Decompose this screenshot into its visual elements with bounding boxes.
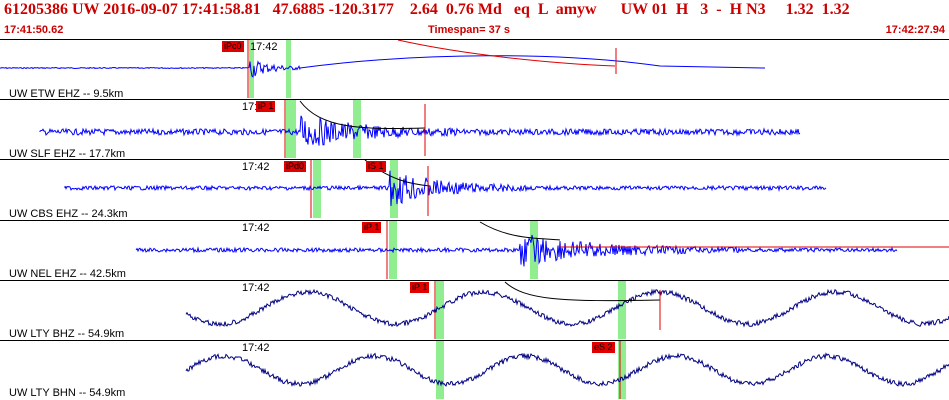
pick-window — [618, 341, 626, 399]
station-label: UW CBS EHZ -- 24.3km — [9, 208, 128, 220]
time-tick: 17:42 — [242, 342, 270, 354]
waveform-trace — [0, 66, 249, 70]
coda-curve — [397, 39, 616, 67]
pick-window — [389, 221, 397, 279]
pick-window — [436, 341, 444, 399]
panel-lty-bhz[interactable]: 17:42 iP 1 UW LTY BHZ -- 54.9km — [0, 280, 949, 340]
time-tick: 17:42 — [250, 41, 278, 53]
time-axis-header: 17:41:50.62 Timespan= 37 s 17:42:27.94 — [0, 24, 949, 38]
waveform-trace — [39, 115, 801, 146]
coda-curve — [504, 281, 661, 302]
pick-marker[interactable]: eS 2 — [592, 342, 615, 353]
pick-marker[interactable]: iPc0 — [222, 41, 244, 52]
pick-window — [286, 40, 291, 98]
waveform-trace — [135, 234, 898, 267]
time-tick: 17:42 — [242, 161, 270, 173]
panel-lty-bhn[interactable]: 17:42 eS 2 UW LTY BHN -- 54.9km — [0, 340, 949, 400]
station-label: UW ETW EHZ -- 9.5km — [9, 88, 124, 100]
coda-curve — [479, 221, 561, 241]
timespan-label: Timespan= 37 s — [428, 24, 511, 36]
coda-curve — [299, 100, 426, 130]
pick-window — [313, 160, 321, 218]
station-label: UW SLF EHZ -- 17.7km — [9, 148, 126, 160]
pick-marker[interactable]: iP 1 — [256, 101, 276, 112]
panel-cbs[interactable]: 17:42 iPd0 iS 1 UW CBS EHZ -- 24.3km — [0, 159, 949, 220]
pick-marker[interactable]: iS 1 — [366, 161, 386, 172]
pick-window — [249, 40, 254, 98]
panel-nel[interactable]: 17:42 iP 1 UW NEL EHZ -- 42.5km — [0, 220, 949, 280]
waveform-trace — [64, 170, 827, 207]
start-time: 17:41:50.62 — [4, 24, 64, 36]
pick-window — [436, 281, 444, 339]
waveform-trace — [248, 60, 301, 78]
pick-window — [353, 100, 361, 158]
event-header: 61205386 UW 2016-09-07 17:41:58.81 47.68… — [0, 0, 949, 40]
panel-etw[interactable]: 17:42 iPc0 UW ETW EHZ -- 9.5km — [0, 39, 949, 100]
station-label: UW LTY BHZ -- 54.9km — [9, 328, 125, 340]
event-title: 61205386 UW 2016-09-07 17:41:58.81 47.68… — [4, 1, 850, 18]
pick-marker[interactable]: iPd0 — [284, 161, 307, 172]
waveform-trace — [185, 288, 949, 328]
station-label: UW LTY BHN -- 54.9km — [9, 387, 126, 399]
panel-slf[interactable]: 17:42 iP 1 UW SLF EHZ -- 17.7km — [0, 99, 949, 160]
pick-window — [286, 100, 296, 158]
pick-marker[interactable]: iP 1 — [362, 222, 382, 233]
time-tick: 17:42 — [242, 222, 270, 234]
end-time: 17:42:27.94 — [885, 24, 945, 36]
pick-window — [618, 281, 626, 339]
pick-marker[interactable]: iP 1 — [410, 282, 430, 293]
waveform-trace — [185, 352, 949, 388]
waveform-trace — [299, 55, 766, 69]
time-tick: 17:42 — [242, 282, 270, 294]
station-label: UW NEL EHZ -- 42.5km — [9, 268, 126, 280]
